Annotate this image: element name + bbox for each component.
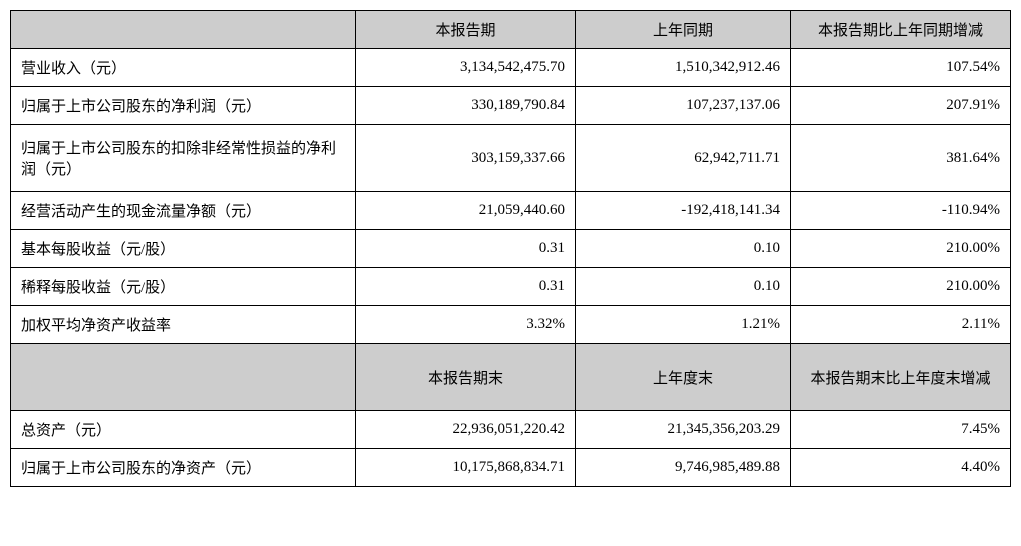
cell-value: -192,418,141.34 — [576, 192, 791, 230]
table-row: 稀释每股收益（元/股） 0.31 0.10 210.00% — [11, 268, 1011, 306]
header-blank — [11, 11, 356, 49]
cell-value: 22,936,051,220.42 — [356, 411, 576, 449]
cell-value: 62,942,711.71 — [576, 125, 791, 192]
table-row: 归属于上市公司股东的净利润（元） 330,189,790.84 107,237,… — [11, 87, 1011, 125]
table-row: 基本每股收益（元/股） 0.31 0.10 210.00% — [11, 230, 1011, 268]
table-row: 加权平均净资产收益率 3.32% 1.21% 2.11% — [11, 306, 1011, 344]
row-label: 经营活动产生的现金流量净额（元） — [11, 192, 356, 230]
cell-value: 107.54% — [791, 49, 1011, 87]
table-row: 营业收入（元） 3,134,542,475.70 1,510,342,912.4… — [11, 49, 1011, 87]
cell-value: 10,175,868,834.71 — [356, 449, 576, 487]
row-label: 归属于上市公司股东的净资产（元） — [11, 449, 356, 487]
cell-value: 9,746,985,489.88 — [576, 449, 791, 487]
table-row: 归属于上市公司股东的扣除非经常性损益的净利润（元） 303,159,337.66… — [11, 125, 1011, 192]
cell-value: 303,159,337.66 — [356, 125, 576, 192]
cell-value: 0.31 — [356, 268, 576, 306]
header-prior-period: 上年同期 — [576, 11, 791, 49]
row-label: 总资产（元） — [11, 411, 356, 449]
cell-value: 0.10 — [576, 268, 791, 306]
table-header-row: 本报告期末 上年度末 本报告期末比上年度末增减 — [11, 344, 1011, 411]
cell-value: 1,510,342,912.46 — [576, 49, 791, 87]
cell-value: 21,345,356,203.29 — [576, 411, 791, 449]
cell-value: 330,189,790.84 — [356, 87, 576, 125]
cell-value: 4.40% — [791, 449, 1011, 487]
cell-value: 2.11% — [791, 306, 1011, 344]
row-label: 加权平均净资产收益率 — [11, 306, 356, 344]
table-row: 归属于上市公司股东的净资产（元） 10,175,868,834.71 9,746… — [11, 449, 1011, 487]
cell-value: 3,134,542,475.70 — [356, 49, 576, 87]
table-row: 经营活动产生的现金流量净额（元） 21,059,440.60 -192,418,… — [11, 192, 1011, 230]
header-blank — [11, 344, 356, 411]
cell-value: 381.64% — [791, 125, 1011, 192]
header-period-end: 本报告期末 — [356, 344, 576, 411]
cell-value: 0.31 — [356, 230, 576, 268]
header-change: 本报告期比上年同期增减 — [791, 11, 1011, 49]
table-row: 总资产（元） 22,936,051,220.42 21,345,356,203.… — [11, 411, 1011, 449]
header-change: 本报告期末比上年度末增减 — [791, 344, 1011, 411]
cell-value: 21,059,440.60 — [356, 192, 576, 230]
header-prior-year-end: 上年度末 — [576, 344, 791, 411]
row-label: 营业收入（元） — [11, 49, 356, 87]
cell-value: 1.21% — [576, 306, 791, 344]
cell-value: 210.00% — [791, 268, 1011, 306]
row-label: 归属于上市公司股东的扣除非经常性损益的净利润（元） — [11, 125, 356, 192]
cell-value: 210.00% — [791, 230, 1011, 268]
row-label: 基本每股收益（元/股） — [11, 230, 356, 268]
cell-value: -110.94% — [791, 192, 1011, 230]
header-current-period: 本报告期 — [356, 11, 576, 49]
cell-value: 107,237,137.06 — [576, 87, 791, 125]
cell-value: 207.91% — [791, 87, 1011, 125]
cell-value: 3.32% — [356, 306, 576, 344]
row-label: 稀释每股收益（元/股） — [11, 268, 356, 306]
row-label: 归属于上市公司股东的净利润（元） — [11, 87, 356, 125]
table-header-row: 本报告期 上年同期 本报告期比上年同期增减 — [11, 11, 1011, 49]
financial-table: 本报告期 上年同期 本报告期比上年同期增减 营业收入（元） 3,134,542,… — [10, 10, 1011, 487]
cell-value: 7.45% — [791, 411, 1011, 449]
cell-value: 0.10 — [576, 230, 791, 268]
